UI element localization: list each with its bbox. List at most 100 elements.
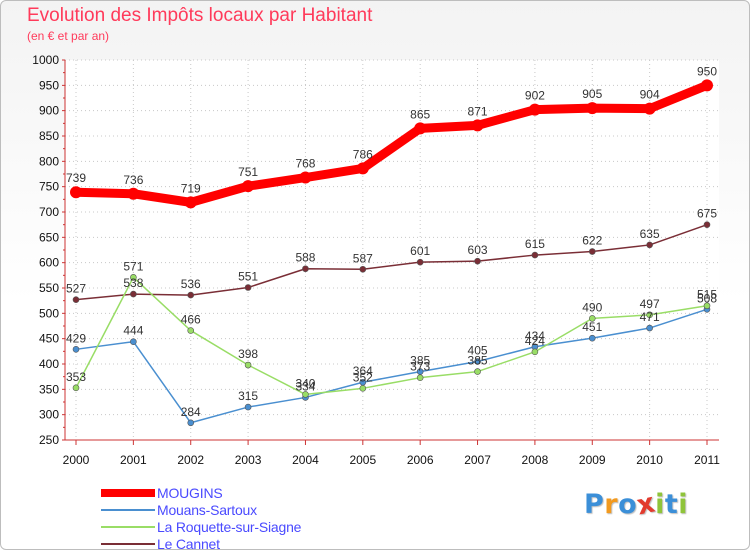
x-tick-label: 2008	[522, 453, 549, 467]
data-label-la-roquette-sur-siagne: 373	[410, 360, 430, 374]
data-label-le-cannet: 615	[525, 237, 545, 251]
y-tick-label: 750	[39, 180, 59, 194]
y-tick-label: 850	[39, 129, 59, 143]
data-point-la-roquette-sur-siagne	[244, 361, 252, 369]
data-point-la-roquette-sur-siagne	[646, 311, 653, 319]
data-label-le-cannet: 527	[66, 282, 86, 296]
data-label-le-cannet: 588	[295, 251, 315, 265]
data-label-mouans-sartoux: 508	[697, 291, 717, 305]
y-tick-label: 400	[39, 357, 59, 371]
legend: MOUGINS Mouans-Sartoux La Roquette-sur-Sia…	[101, 484, 301, 549]
data-label-la-roquette-sur-siagne: 385	[468, 354, 488, 368]
legend-item-la-roquette-sur-siagne: La Roquette-sur-Siagne	[101, 518, 301, 535]
data-label-mouans-sartoux: 405	[468, 343, 488, 357]
data-point-la-roquette-sur-siagne	[302, 391, 309, 398]
data-point-mougins	[184, 196, 197, 209]
data-point-le-cannet	[187, 291, 195, 299]
data-label-la-roquette-sur-siagne: 497	[640, 297, 660, 311]
data-point-mouans-sartoux	[187, 419, 195, 427]
legend-item-mougins: MOUGINS	[101, 484, 301, 501]
data-point-le-cannet	[302, 265, 309, 273]
data-label-mougins: 719	[181, 181, 201, 195]
y-tick-label: 600	[39, 256, 59, 270]
x-tick-label: 2002	[177, 453, 204, 467]
x-tick-label: 2009	[579, 453, 606, 467]
data-label-la-roquette-sur-siagne: 352	[353, 370, 373, 384]
data-label-la-roquette-sur-siagne: 571	[123, 259, 143, 273]
data-point-mouans-sartoux	[244, 403, 252, 411]
y-tick-label: 800	[39, 154, 59, 168]
series-line-mouans-sartoux	[75, 308, 708, 424]
y-tick-label: 650	[39, 230, 59, 244]
data-label-la-roquette-sur-siagne: 490	[582, 300, 602, 314]
series-line-le-cannet	[75, 223, 708, 301]
data-label-le-cannet: 635	[640, 227, 660, 241]
x-tick-label: 2000	[63, 453, 90, 467]
data-point-le-cannet	[72, 296, 80, 303]
y-tick-label: 250	[39, 433, 59, 447]
data-label-mouans-sartoux: 334	[295, 379, 315, 393]
data-label-mouans-sartoux: 364	[353, 364, 373, 378]
y-tick-label: 1000	[32, 53, 59, 67]
data-label-mouans-sartoux: 444	[123, 324, 143, 338]
series-lines	[70, 79, 713, 427]
data-label-le-cannet: 536	[181, 277, 201, 291]
x-tick-label: 2010	[636, 453, 663, 467]
data-label-mougins: 768	[295, 157, 315, 171]
data-label-mouans-sartoux: 385	[410, 354, 430, 368]
x-tick-label: 2011	[694, 453, 720, 467]
data-point-le-cannet	[244, 284, 252, 291]
data-label-le-cannet: 551	[238, 269, 258, 283]
x-tick-label: 2001	[120, 453, 147, 467]
data-point-la-roquette-sur-siagne	[531, 348, 539, 356]
data-point-la-roquette-sur-siagne	[187, 327, 195, 334]
data-label-mougins: 950	[697, 64, 717, 78]
data-point-mougins	[356, 162, 369, 175]
data-label-mouans-sartoux: 434	[525, 329, 545, 343]
data-label-le-cannet: 587	[353, 251, 373, 265]
y-tick-label: 950	[39, 78, 59, 92]
chart-subtitle: (en € et par an)	[27, 29, 110, 43]
data-point-mougins	[643, 102, 656, 115]
data-label-le-cannet: 603	[468, 243, 488, 257]
data-point-le-cannet	[416, 258, 424, 266]
x-tick-label: 2006	[407, 453, 434, 467]
series-line-mougins	[71, 80, 712, 207]
chart-title: Evolution des Impôts locaux par Habitant	[27, 5, 373, 26]
data-label-le-cannet: 538	[123, 276, 143, 290]
data-label-la-roquette-sur-siagne: 353	[66, 370, 86, 384]
data-label-mougins: 871	[468, 104, 488, 118]
data-point-mouans-sartoux	[72, 346, 80, 353]
data-point-la-roquette-sur-siagne	[416, 374, 424, 381]
data-label-la-roquette-sur-siagne: 398	[238, 347, 258, 361]
data-point-le-cannet	[703, 221, 711, 228]
legend-swatch	[101, 525, 155, 528]
proxiti-logo: Proxiti	[584, 487, 689, 522]
data-label-la-roquette-sur-siagne: 515	[697, 288, 717, 302]
data-label-mougins: 905	[582, 87, 602, 101]
data-point-mougins	[414, 122, 427, 135]
x-tick-label: 2003	[235, 453, 262, 467]
legend-swatch	[101, 542, 155, 545]
y-tick-label: 550	[39, 281, 59, 295]
legend-item-le-cannet: Le Cannet	[101, 535, 301, 549]
data-label-mougins: 751	[238, 165, 258, 179]
data-point-mougins	[528, 103, 541, 116]
data-point-mouans-sartoux	[130, 338, 137, 346]
data-point-mougins	[586, 102, 599, 115]
legend-label: Mouans-Sartoux	[157, 501, 257, 518]
data-point-la-roquette-sur-siagne	[359, 385, 367, 392]
data-point-la-roquette-sur-siagne	[130, 274, 137, 281]
data-label-mougins: 786	[353, 147, 373, 161]
y-tick-label: 500	[39, 306, 59, 320]
series-line-la-roquette-sur-siagne	[75, 276, 708, 396]
data-label-mouans-sartoux: 429	[66, 331, 86, 345]
legend-swatch	[101, 508, 155, 511]
data-label-mougins: 865	[410, 107, 430, 121]
y-tick-label: 900	[39, 104, 59, 118]
data-point-mouans-sartoux	[646, 324, 653, 332]
data-label-mouans-sartoux: 315	[238, 389, 258, 403]
legend-label: MOUGINS	[157, 484, 223, 501]
